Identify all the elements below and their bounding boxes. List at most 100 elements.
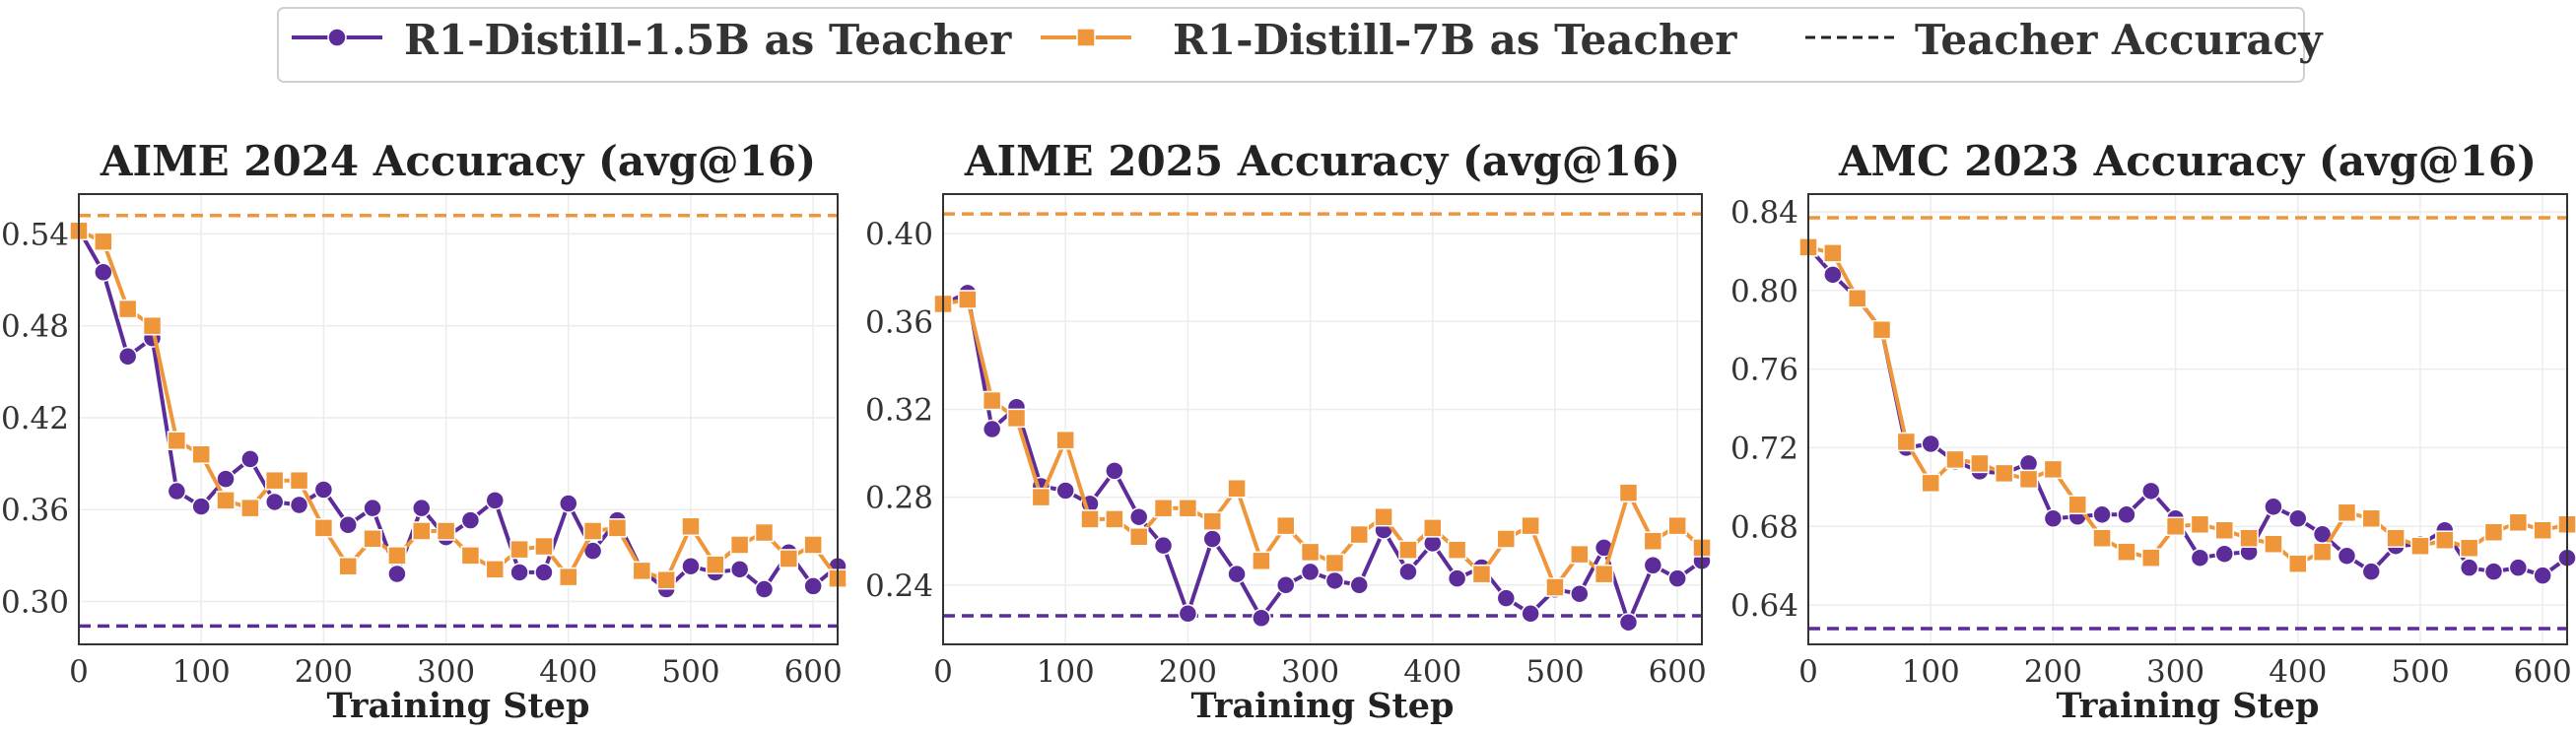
x-tick-label: 400 — [1403, 654, 1461, 690]
series — [933, 283, 1712, 633]
y-tick-label: 0.32 — [865, 392, 933, 428]
y-tick-label: 0.72 — [1730, 431, 1798, 466]
series-line — [77, 228, 840, 591]
y-tick-label: 0.54 — [1, 217, 69, 252]
point-marker — [1128, 506, 1149, 527]
point-marker — [2483, 522, 2504, 542]
y-tick-label: 0.64 — [1730, 588, 1798, 624]
point-marker — [2214, 544, 2235, 564]
point-marker — [2264, 497, 2283, 517]
point-marker — [2092, 528, 2112, 548]
point-marker — [1202, 511, 1222, 531]
series — [1798, 237, 2576, 585]
point-marker — [117, 299, 138, 319]
point-marker — [264, 492, 285, 512]
point-marker — [167, 431, 187, 451]
point-marker — [1055, 430, 1075, 450]
point-marker — [706, 555, 725, 574]
x-tick-label: 400 — [539, 654, 597, 690]
y-tick-label: 0.40 — [865, 217, 933, 252]
point-marker — [1227, 478, 1247, 499]
point-marker — [1921, 473, 1940, 494]
legend-marker-circle — [327, 28, 347, 47]
point-marker — [2533, 566, 2552, 585]
point-marker — [436, 521, 456, 541]
point-marker — [1970, 453, 1990, 474]
y-tick-label: 0.24 — [865, 568, 933, 604]
x-tick-label: 100 — [172, 654, 231, 690]
point-marker — [2117, 542, 2136, 562]
point-marker — [656, 569, 676, 590]
point-marker — [1593, 564, 1614, 584]
point-marker — [803, 576, 823, 596]
x-tick-label: 0 — [1798, 654, 1818, 690]
point-marker — [2410, 536, 2430, 556]
point-marker — [1275, 575, 1296, 595]
x-tick-label: 600 — [2514, 654, 2572, 690]
point-marker — [1202, 529, 1222, 549]
point-marker — [1618, 612, 1639, 633]
point-marker — [2140, 481, 2161, 501]
point-marker — [167, 481, 187, 501]
point-marker — [2214, 520, 2235, 541]
x-tick-label: 600 — [784, 654, 843, 690]
point-marker — [1521, 604, 1540, 624]
legend-item-1p5b: R1-Distill-1.5B as Teacher — [292, 16, 1012, 64]
point-marker — [363, 528, 382, 549]
point-marker — [1521, 515, 1540, 536]
panel-title: AMC 2023 Accuracy (avg@16) — [1838, 137, 2537, 185]
point-marker — [1823, 265, 1843, 285]
point-marker — [2361, 508, 2382, 529]
point-marker — [2459, 538, 2479, 558]
x-tick-label: 100 — [1037, 654, 1095, 690]
panel-title: AIME 2025 Accuracy (avg@16) — [964, 137, 1680, 185]
point-marker — [411, 498, 432, 518]
point-marker — [1423, 518, 1443, 538]
grid — [942, 194, 1702, 644]
point-marker — [485, 560, 506, 579]
point-marker — [2264, 534, 2283, 554]
point-marker — [2337, 546, 2357, 566]
y-tick-label: 0.36 — [1, 493, 69, 528]
point-marker — [982, 390, 1002, 411]
point-marker — [338, 556, 358, 576]
x-axis-label: Training Step — [327, 686, 590, 726]
point-marker — [485, 491, 506, 510]
x-axis-label: Training Step — [2057, 686, 2320, 726]
point-marker — [1252, 608, 1271, 628]
panel-title: AIME 2024 Accuracy (avg@16) — [100, 137, 816, 185]
legend-label-teacher: Teacher Accuracy — [1915, 16, 2324, 64]
point-marker — [1398, 562, 1418, 582]
point-marker — [2288, 508, 2308, 529]
point-marker — [534, 563, 554, 582]
tick-labels: 0 100 200 300 400 500 600 0.64 0.68 0.72 0.76 0.80 0… — [1730, 195, 2572, 690]
point-marker — [1570, 544, 1590, 565]
point-marker — [754, 579, 775, 599]
point-marker — [289, 495, 309, 515]
point-marker — [1643, 555, 1663, 575]
point-marker — [460, 546, 481, 566]
point-marker — [2508, 558, 2529, 577]
point-marker — [559, 494, 578, 513]
point-marker — [1823, 243, 1843, 263]
x-tick-label: 300 — [2146, 654, 2204, 690]
grid — [78, 194, 838, 644]
y-tick-label: 0.80 — [1730, 274, 1798, 309]
point-marker — [289, 470, 309, 491]
point-marker — [1570, 583, 1590, 604]
point-marker — [1545, 577, 1565, 597]
point-marker — [387, 564, 407, 584]
point-marker — [2435, 530, 2455, 550]
point-marker — [1667, 568, 1687, 588]
point-marker — [2533, 520, 2552, 541]
point-marker — [1252, 551, 1271, 571]
y-tick-label: 0.84 — [1730, 195, 1798, 231]
point-marker — [1643, 531, 1663, 551]
point-marker — [632, 561, 652, 581]
y-tick-label: 0.76 — [1730, 353, 1798, 388]
point-marker — [509, 539, 529, 560]
panel-aime-2024: AIME 2024 Accuracy (avg@16) 0 100 200 300 40… — [1, 137, 847, 726]
point-marker — [1847, 289, 1867, 308]
point-marker — [559, 567, 578, 587]
